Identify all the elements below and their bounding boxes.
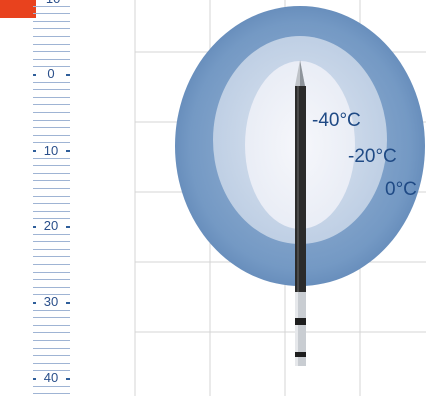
ruler-tick bbox=[33, 188, 70, 189]
ruler-tick bbox=[33, 393, 70, 395]
ruler-tick bbox=[33, 385, 70, 387]
ruler-tick bbox=[33, 218, 70, 220]
ruler-tick bbox=[33, 347, 70, 349]
ruler-tick bbox=[33, 119, 70, 121]
ruler-tick bbox=[33, 157, 70, 159]
ruler-tick bbox=[33, 264, 70, 265]
ruler-tick bbox=[33, 286, 70, 288]
ruler-tick bbox=[33, 112, 70, 113]
ruler-tick bbox=[33, 271, 70, 273]
needle-tip-icon bbox=[295, 60, 305, 86]
ruler-tick bbox=[33, 355, 70, 357]
ruler-tick bbox=[33, 233, 70, 235]
ruler-tick bbox=[33, 248, 70, 250]
ruler-tick bbox=[33, 5, 70, 7]
ruler-tick bbox=[33, 309, 70, 311]
ruler-tick bbox=[33, 210, 70, 212]
ruler-tick bbox=[33, 241, 70, 243]
ruler-tick bbox=[33, 340, 70, 341]
ruler-label: 10 bbox=[36, 144, 66, 158]
zone-label-minus40: -40°C bbox=[312, 110, 361, 131]
ruler-label: -10 bbox=[36, 0, 66, 6]
ruler-tick bbox=[33, 58, 70, 60]
ruler-tick bbox=[33, 134, 70, 136]
zone-label-0: 0°C bbox=[385, 179, 417, 200]
probe-shaft bbox=[295, 86, 306, 292]
probe-handle bbox=[295, 292, 306, 366]
ruler-tick bbox=[33, 195, 70, 197]
ruler-tick bbox=[33, 104, 70, 106]
position-marker bbox=[0, 0, 36, 18]
ruler-tick bbox=[33, 362, 70, 364]
ruler-label: 40 bbox=[36, 371, 66, 385]
ruler-tick bbox=[33, 36, 70, 37]
ruler-label: 20 bbox=[36, 219, 66, 233]
ruler-tick bbox=[33, 370, 70, 372]
ruler-tick bbox=[33, 324, 70, 326]
ruler-tick bbox=[33, 66, 70, 68]
ruler-tick bbox=[33, 332, 70, 334]
ruler-tick bbox=[33, 165, 70, 167]
ruler-tick bbox=[33, 96, 70, 98]
ruler-tick bbox=[33, 20, 70, 22]
ruler-tick bbox=[33, 172, 70, 174]
ruler-tick bbox=[33, 142, 70, 144]
ruler-tick bbox=[33, 180, 70, 182]
ruler-tick bbox=[33, 89, 70, 91]
zone-label-minus20: -20°C bbox=[348, 146, 397, 167]
ruler-label: 30 bbox=[36, 295, 66, 309]
depth-ruler: -10 0 10 20 30 40 bbox=[0, 0, 80, 396]
ruler-tick bbox=[33, 43, 70, 45]
ruler-tick bbox=[33, 81, 70, 83]
ruler-tick bbox=[33, 279, 70, 281]
ruler-tick bbox=[33, 51, 70, 53]
ruler-tick bbox=[33, 256, 70, 258]
ruler-tick bbox=[33, 28, 70, 30]
ruler-tick bbox=[33, 317, 70, 319]
ruler-tick bbox=[33, 13, 70, 15]
ruler-label: 0 bbox=[36, 67, 66, 81]
ruler-tick bbox=[33, 294, 70, 296]
ruler-tick bbox=[33, 203, 70, 205]
ruler-tick bbox=[33, 127, 70, 129]
